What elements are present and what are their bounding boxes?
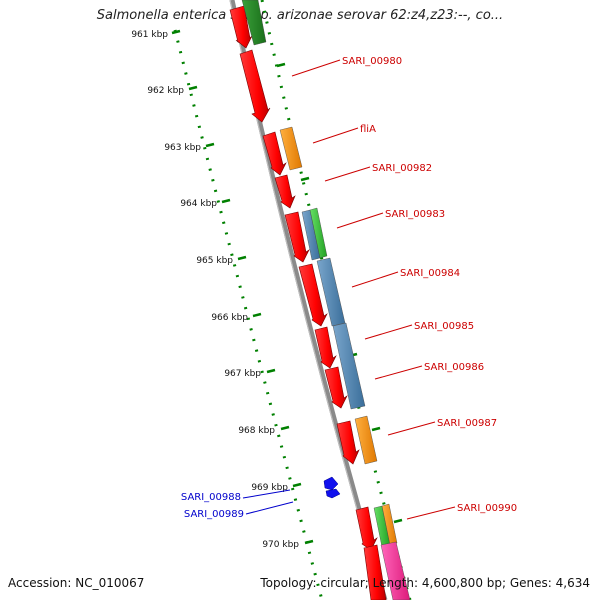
ruler-label: 964 kbp (180, 199, 217, 209)
cds-feature[interactable] (284, 211, 310, 263)
ruler-tick (188, 85, 198, 91)
track-ticks (276, 62, 403, 524)
ruler-label: 970 kbp (262, 540, 299, 550)
rna-feature[interactable] (323, 476, 339, 491)
ruler-tick (292, 482, 302, 488)
cog-feature[interactable] (309, 207, 328, 259)
leader-line (336, 212, 384, 229)
leader-line (351, 271, 399, 288)
leader-line (406, 506, 456, 520)
cog-feature[interactable] (241, 0, 267, 46)
cds-feature[interactable] (274, 174, 296, 209)
gene-label[interactable]: SARI_00980 (342, 56, 402, 67)
ruler-tick (304, 539, 314, 545)
ruler-tick (171, 29, 181, 35)
gene-label[interactable]: SARI_00987 (437, 418, 497, 429)
leader-line (312, 127, 359, 144)
gene-label[interactable]: fliA (360, 124, 376, 135)
cds-feature[interactable] (355, 506, 378, 551)
page-title: Salmonella enterica subsp. arizonae sero… (96, 8, 504, 23)
ruler-tick (266, 368, 276, 374)
gene-label[interactable]: SARI_00985 (414, 321, 474, 332)
ruler-label: 963 kbp (164, 143, 201, 153)
leader-line (242, 489, 291, 499)
leader-line (387, 421, 436, 436)
gene-label[interactable]: SARI_00986 (424, 362, 484, 373)
gene-label[interactable]: SARI_00984 (400, 268, 460, 279)
cog-feature[interactable] (279, 126, 303, 171)
ruler-tick (221, 198, 231, 204)
cog-feature[interactable] (332, 322, 366, 410)
gene-label[interactable]: SARI_00990 (457, 503, 517, 514)
ruler-label: 966 kbp (211, 313, 248, 323)
track-line (260, 0, 412, 600)
rna-feature[interactable] (325, 488, 341, 499)
ruler-tick (237, 255, 247, 261)
cds-feature[interactable] (324, 366, 348, 409)
ruler-label: 962 kbp (147, 86, 184, 96)
ruler-tick (205, 142, 215, 148)
accession-text: Accession: NC_010067 (8, 576, 145, 590)
leader-line (291, 59, 341, 77)
gene-label[interactable]: SARI_00983 (385, 209, 445, 220)
leader-line (364, 324, 413, 340)
cds-feature[interactable] (262, 131, 287, 176)
cog-feature[interactable] (316, 257, 346, 327)
cds-feature[interactable] (239, 49, 271, 123)
cog-feature[interactable] (354, 415, 378, 465)
cog-feature[interactable] (381, 503, 398, 546)
ruler-ticks (171, 29, 314, 545)
ruler-label: 969 kbp (251, 483, 288, 493)
ruler-tick (252, 312, 262, 318)
genome-summary: Topology: circular; Length: 4,600,800 bp… (260, 576, 590, 590)
leader-line (324, 166, 371, 182)
cds-feature[interactable] (314, 326, 337, 369)
leader-line (374, 365, 423, 380)
gene-label[interactable]: SARI_00989 (184, 509, 244, 520)
ruler-label: 967 kbp (224, 369, 261, 379)
ruler-label: 961 kbp (131, 30, 168, 40)
gene-label[interactable]: SARI_00988 (181, 492, 241, 503)
cds-feature[interactable] (336, 420, 360, 465)
leader-line (245, 501, 294, 515)
ruler-label: 968 kbp (238, 426, 275, 436)
cog-feature[interactable] (380, 541, 411, 600)
gene-label[interactable]: SARI_00982 (372, 163, 432, 174)
cds-feature[interactable] (363, 544, 387, 600)
ruler-tick (280, 425, 290, 431)
cds-feature[interactable] (298, 263, 328, 327)
ruler-label: 965 kbp (196, 256, 233, 266)
